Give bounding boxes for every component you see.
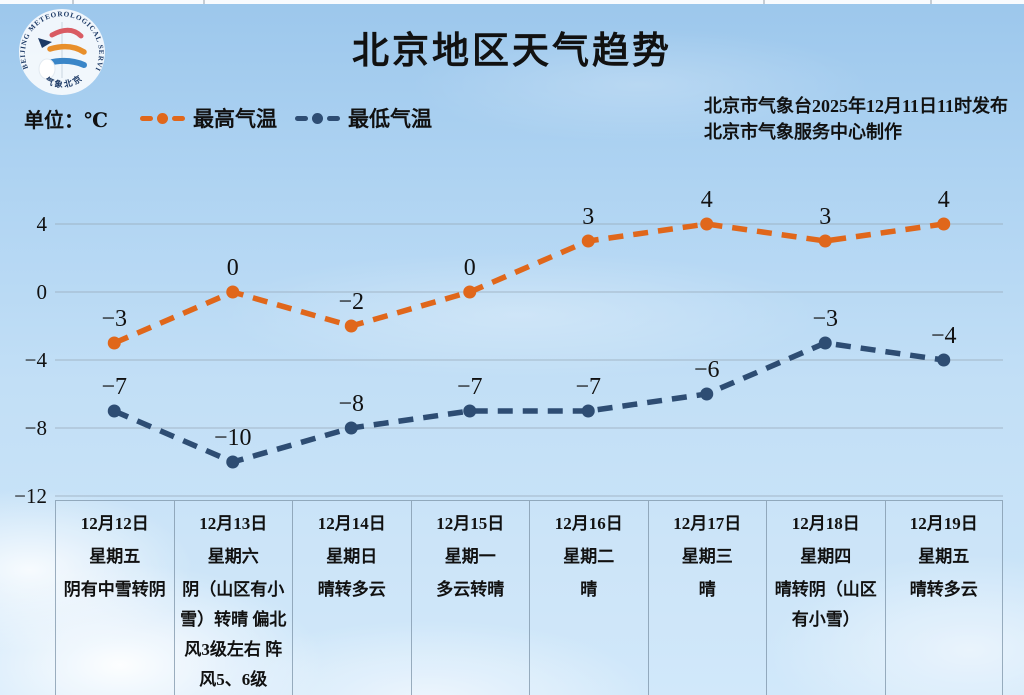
data-point xyxy=(581,234,595,248)
forecast-date: 12月14日 xyxy=(317,514,386,533)
forecast-weekday: 星期日 xyxy=(326,547,378,566)
top-strip-mark xyxy=(72,0,74,4)
forecast-column: 12月19日 星期五晴转多云 xyxy=(884,501,1003,695)
forecast-weekday: 星期二 xyxy=(563,547,615,566)
forecast-weekday: 星期四 xyxy=(800,547,852,566)
data-point-label: −6 xyxy=(694,357,720,383)
forecast-date: 12月17日 xyxy=(673,514,742,533)
data-point xyxy=(700,217,714,231)
forecast-weather: 晴 xyxy=(698,580,716,599)
data-point-label: −7 xyxy=(575,374,601,400)
page-title: 北京地区天气趋势 xyxy=(352,31,672,72)
legend-item-min-temp: 最低气温 xyxy=(294,103,432,133)
forecast-date: 12月19日 xyxy=(909,514,978,533)
data-point xyxy=(700,387,714,401)
forecast-weather: 晴 xyxy=(580,580,598,599)
forecast-column: 12月16日 星期二晴 xyxy=(529,501,648,695)
forecast-column: 12月12日 星期五阴有中雪转阴 xyxy=(55,501,174,695)
top-strip-mark xyxy=(930,0,932,4)
forecast-date: 12月18日 xyxy=(791,514,860,533)
forecast-column: 12月14日 星期日晴转多云 xyxy=(292,501,411,695)
data-point xyxy=(344,319,358,333)
trend-line xyxy=(113,221,945,346)
forecast-date: 12月16日 xyxy=(554,514,623,533)
data-point xyxy=(463,285,477,299)
data-point-label: 0 xyxy=(227,255,239,281)
unit-label: 单位：℃ xyxy=(24,109,108,132)
beijing-meteorological-service-logo: BEIJING METEOROLOGICAL SERVICE 气象北京 xyxy=(18,8,105,95)
data-point-label: −3 xyxy=(812,306,838,332)
legend-item-max-temp: 最高气温 xyxy=(139,103,277,133)
data-point-label: −8 xyxy=(338,391,364,417)
data-point xyxy=(107,336,121,350)
forecast-weather: 阴（山区有小雪）转晴 偏北风3级左右 阵风5、6级 xyxy=(180,580,287,689)
max-temp-line-marker-icon xyxy=(139,112,185,124)
legend-label-min-temp: 最低气温 xyxy=(347,107,432,131)
forecast-weather: 晴转多云 xyxy=(909,580,978,599)
forecast-weekday: 星期三 xyxy=(681,547,733,566)
top-edge-strip xyxy=(0,0,1024,4)
forecast-table: 12月12日 星期五 阴有中雪转阴 12月13日 星期六 阴（山区有小雪）转晴 偏北风3级… xyxy=(55,500,1003,695)
logo-red-swoosh-icon xyxy=(49,27,84,39)
data-point-label: 4 xyxy=(938,187,950,213)
data-point-label: −2 xyxy=(338,289,364,315)
data-point xyxy=(937,217,951,231)
forecast-weekday: 星期五 xyxy=(918,547,970,566)
top-strip-mark xyxy=(203,0,205,4)
forecast-weather: 晴转阴（山区有小雪） xyxy=(774,580,877,629)
publisher-line-1: 北京市气象台2025年12月11日11时发布 xyxy=(703,96,1008,116)
data-point-label: −4 xyxy=(931,323,957,349)
forecast-weekday: 星期一 xyxy=(444,547,496,566)
y-tick-label: 0 xyxy=(37,280,48,304)
data-point xyxy=(937,353,951,367)
data-point xyxy=(818,234,832,248)
data-point-label: 4 xyxy=(701,187,713,213)
logo-snowman-icon xyxy=(38,58,56,80)
logo-orange-swoosh-icon xyxy=(47,43,87,55)
top-strip-mark xyxy=(763,0,765,4)
forecast-weather: 阴有中雪转阴 xyxy=(63,580,166,599)
forecast-weekday: 星期五 xyxy=(89,547,141,566)
forecast-column: 12月18日 星期四晴转阴（山区有小雪） xyxy=(766,501,885,695)
forecast-column: 12月13日 星期六阴（山区有小雪）转晴 偏北风3级左右 阵风5、6级 xyxy=(173,501,292,695)
forecast-column: 12月17日 星期三晴 xyxy=(647,501,766,695)
y-tick-label: −4 xyxy=(25,348,48,372)
publisher-line-2: 北京市气象服务中心制作 xyxy=(703,122,902,142)
logo-bird-icon xyxy=(38,38,52,48)
forecast-date: 12月13日 xyxy=(199,514,268,533)
data-point xyxy=(581,404,595,418)
gridlines xyxy=(55,223,1003,497)
forecast-date: 12月12日 xyxy=(80,514,149,533)
forecast-weekday: 星期六 xyxy=(207,547,259,566)
data-point-label: −7 xyxy=(457,374,483,400)
data-point xyxy=(344,421,358,435)
data-point-label: −10 xyxy=(214,425,252,451)
chart-legend: 单位：℃ 最高气温 最低气温 xyxy=(24,103,450,133)
y-tick-label: −8 xyxy=(25,416,47,440)
legend-label-max-temp: 最高气温 xyxy=(192,107,277,131)
trend-line xyxy=(113,340,945,465)
y-tick-label: −12 xyxy=(14,484,47,508)
series-max-temp: −3 0 −2 0 3 4 3 4 xyxy=(101,187,951,350)
forecast-column: 12月15日 星期一多云转晴 xyxy=(410,501,529,695)
publisher-info: 北京市气象台2025年12月11日11时发布 北京市气象服务中心制作 xyxy=(704,93,1008,145)
series-min-temp: −7 −10 −8 −7 −7 −6 −3 −4 xyxy=(101,306,957,469)
forecast-weather: 晴转多云 xyxy=(317,580,386,599)
data-point-label: 0 xyxy=(464,255,476,281)
data-point xyxy=(226,455,240,469)
data-point xyxy=(818,336,832,350)
data-point xyxy=(107,404,121,418)
min-temp-line-marker-icon xyxy=(294,112,340,124)
data-point xyxy=(463,404,477,418)
forecast-weather: 多云转晴 xyxy=(436,580,505,599)
data-point-label: 3 xyxy=(582,204,594,230)
y-axis-ticks: 4 0 −4 −8 −12 xyxy=(14,212,47,508)
y-tick-label: 4 xyxy=(37,212,48,236)
forecast-date: 12月15日 xyxy=(436,514,505,533)
data-point-label: −3 xyxy=(101,306,127,332)
data-point-label: −7 xyxy=(101,374,127,400)
data-point-label: 3 xyxy=(819,204,831,230)
data-point xyxy=(226,285,240,299)
